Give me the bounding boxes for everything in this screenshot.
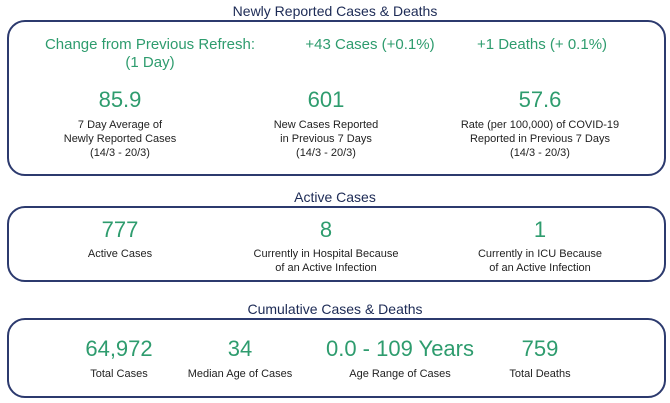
rate-value: 57.6: [518, 87, 562, 112]
icu-label-l1: Currently in ICU Because: [477, 248, 603, 260]
cases-change: +43 Cases (+0.1%): [305, 36, 435, 53]
icu-value: 1: [533, 217, 547, 242]
new-cases-label-l1: New Cases Reported: [273, 119, 379, 131]
total-cases-value: 64,972: [85, 336, 153, 361]
change-label-line1: Change from Previous Refresh:: [44, 36, 256, 53]
avg-cases-value: 85.9: [98, 87, 142, 112]
hospital-value: 8: [319, 217, 333, 242]
new-cases-label: New Cases Reported in Previous 7 Days (1…: [226, 118, 426, 160]
deaths-change: +1 Deaths (+ 0.1%): [476, 36, 608, 53]
active-cases-title: Active Cases: [294, 189, 376, 205]
age-range-value: 0.0 - 109 Years: [325, 336, 474, 361]
median-age-value: 34: [227, 336, 253, 361]
hospital-label-l1: Currently in Hospital Because: [253, 248, 399, 260]
active-cases-panel: [7, 206, 666, 282]
change-label-line2: (1 Day): [125, 54, 175, 71]
newly-reported-panel: [7, 20, 666, 176]
avg-cases-label-l1: 7 Day Average of: [77, 119, 163, 131]
hospital-label-l2: of an Active Infection: [275, 262, 377, 274]
rate-label-l2: Reported in Previous 7 Days: [469, 133, 610, 145]
total-deaths-value: 759: [521, 336, 559, 361]
avg-cases-label-l3: (14/3 - 20/3): [90, 147, 150, 159]
rate-label-l1: Rate (per 100,000) of COVID-19: [460, 119, 620, 131]
cumulative-panel: [7, 318, 666, 398]
change-label: Change from Previous Refresh: (1 Day): [20, 36, 280, 72]
rate-label-l3: (14/3 - 20/3): [510, 147, 570, 159]
new-cases-value: 601: [307, 87, 345, 112]
new-cases-label-l3: (14/3 - 20/3): [296, 147, 356, 159]
icu-label: Currently in ICU Because of an Active In…: [430, 247, 650, 275]
age-range-label: Age Range of Cases: [349, 368, 451, 380]
total-deaths-label: Total Deaths: [509, 368, 571, 380]
new-cases-label-l2: in Previous 7 Days: [280, 133, 372, 145]
active-cases-label-l1: Active Cases: [87, 248, 153, 260]
total-cases-label: Total Cases: [90, 368, 148, 380]
active-cases-label: Active Cases: [20, 247, 220, 261]
icu-label-l2: of an Active Infection: [489, 262, 591, 274]
avg-cases-label-l2: Newly Reported Cases: [63, 133, 177, 145]
rate-label: Rate (per 100,000) of COVID-19 Reported …: [420, 118, 660, 160]
hospital-label: Currently in Hospital Because of an Acti…: [216, 247, 436, 275]
avg-cases-label: 7 Day Average of Newly Reported Cases (1…: [20, 118, 220, 160]
cumulative-title: Cumulative Cases & Deaths: [247, 301, 423, 317]
active-cases-value: 777: [101, 217, 139, 242]
newly-reported-title: Newly Reported Cases & Deaths: [232, 3, 438, 19]
median-age-label: Median Age of Cases: [187, 368, 293, 380]
